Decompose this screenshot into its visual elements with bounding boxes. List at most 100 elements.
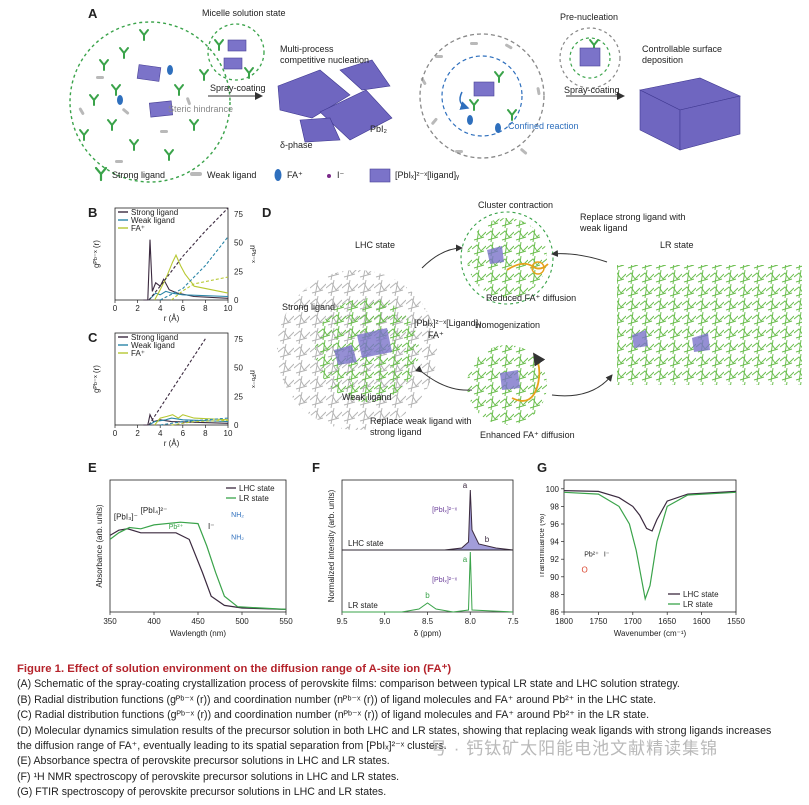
x-tick-label: 10: [224, 304, 233, 313]
ann-i: I⁻: [604, 552, 610, 559]
n-strong-line: [148, 338, 206, 426]
weak-ligands: [78, 42, 541, 163]
x-axis-label: Wavenumber (cm⁻¹): [614, 629, 687, 638]
rdf-fa-line: [154, 253, 229, 301]
rdf-strong-line: [143, 413, 229, 426]
panel-g-label: G: [537, 460, 548, 475]
ann-nh2: NH₂: [231, 534, 244, 541]
chart-e: 350 400 450 500 550 Wavlength (nm) Absorbance …: [95, 479, 293, 638]
lr-line: [563, 491, 737, 602]
micelle-zoom-circle: [207, 23, 265, 81]
chart-g: 1800 1750 1700 1650 1600 1550 86 88 90 92 94 96 98 10…: [540, 479, 745, 638]
legend-entry: LR state: [683, 600, 713, 609]
y-axis-label: Absorbance (arb. units): [95, 504, 104, 587]
x-tick-label: 8.0: [465, 617, 477, 626]
lr-cluster-1: [632, 330, 648, 348]
x-tick-label: 4: [158, 429, 163, 438]
legend-entry: Strong ligand: [131, 333, 178, 342]
panel-d-label: D: [262, 205, 272, 220]
caption-line: (C) Radial distribution functions (gᴾᵇ⁻ˣ…: [17, 709, 650, 722]
caption-line: (A) Schematic of the spray-coating cryst…: [17, 678, 680, 691]
lr-state-label: LR state: [660, 240, 694, 250]
y-tick-label: 100: [546, 485, 560, 494]
legend-strong-glyph: [94, 166, 108, 182]
prenuc-zoom-inner: [569, 37, 611, 79]
homogenization-label: Homogenization: [475, 320, 541, 330]
legend-entry: Weak ligand: [131, 216, 175, 225]
n-weak-line: [159, 236, 229, 301]
x-tick-label: 0: [113, 429, 118, 438]
x-tick-label: 7.5: [507, 617, 519, 626]
y2-tick-label: 75: [234, 335, 243, 344]
x-tick-label: 8: [203, 304, 208, 313]
figure-caption: Figure 1. Effect of solution environment…: [17, 662, 807, 801]
confined-label: Confined reaction: [508, 121, 579, 131]
delta-label: δ-phase: [280, 140, 313, 150]
prenuc-clusters: [473, 47, 601, 97]
arrow-homog-to-lr: [551, 374, 613, 397]
contraction-mesh: [467, 218, 547, 298]
n-fa-line: [171, 419, 229, 426]
y2-tick-label: 0: [234, 421, 239, 430]
x-tick-label: 550: [279, 617, 293, 626]
x-tick-label: 9.0: [379, 617, 391, 626]
chart-f: 9.5 9.0 8.5 8.0 7.5 δ (ppm) Normalized intensi…: [327, 479, 519, 638]
ann-o: O: [582, 565, 588, 574]
x-axis-label: r (Å): [164, 314, 180, 323]
watermark: 号 · 钙钛矿太阳能电池文献精读集锦: [430, 739, 719, 758]
x-tick-label: 9.5: [336, 617, 348, 626]
x-tick-label: 6: [181, 429, 186, 438]
y-tick-label: 90: [550, 573, 559, 582]
legend-cluster-glyph: [369, 168, 391, 183]
x-tick-label: 350: [103, 617, 117, 626]
y2-axis-label: nᴾᵇ⁻ˣ: [248, 370, 257, 388]
ann-pb: Pb²⁺: [584, 552, 599, 559]
deposition-crystal: [639, 77, 741, 151]
enhanced-fa-path: [511, 352, 546, 402]
x-axis-label: Wavlength (nm): [170, 629, 227, 638]
strong-ligands: [79, 29, 599, 161]
ann-i: I⁻: [208, 522, 214, 531]
y-axis-label: Transmittance (%): [540, 513, 546, 578]
x-tick-label: 8: [203, 429, 208, 438]
micelle-circle: [69, 21, 231, 183]
x-tick-label: 1600: [693, 617, 711, 626]
multiprocess-label: Multi-process competitive nucleation: [280, 44, 370, 65]
panel-a-schematic: [69, 21, 741, 183]
legend-entry: LHC state: [239, 484, 275, 493]
y-axis-label: Normalized intensity (arb. units): [327, 489, 336, 602]
ann-pbi4: [PbI₄]²⁻: [141, 506, 168, 515]
peak-a: a: [463, 481, 468, 490]
cluster-label: [PbIₓ]²⁻ˣ[Ligand]ᵧ: [414, 318, 482, 328]
enhanced-label: Enhanced FA⁺ diffusion: [480, 430, 575, 440]
panel-c-label: C: [88, 330, 98, 345]
strong-ligand-label: Strong ligand: [282, 302, 336, 312]
weak-ligand-label: Weak ligand: [342, 392, 392, 402]
legend-weak: Weak ligand: [207, 170, 257, 180]
replace-strong-label: Replace strong ligand with weak ligand: [580, 212, 686, 233]
prenuc-outer-circle: [419, 33, 545, 159]
x-tick-label: 1750: [590, 617, 608, 626]
pbi2-label: PbI₂: [370, 124, 388, 134]
y2-tick-label: 25: [234, 392, 243, 401]
rdf-weak-line: [148, 417, 229, 426]
contraction-circle: [460, 211, 554, 305]
lhc-cluster-2: [334, 345, 357, 365]
y2-tick-label: 75: [234, 210, 243, 219]
x-tick-label: 4: [158, 304, 163, 313]
x-axis-label: r (Å): [164, 439, 180, 448]
x-tick-label: 10: [224, 429, 233, 438]
replace-weak-label: Replace weak ligand with strong ligand: [370, 416, 472, 437]
panel-e-label: E: [88, 460, 97, 475]
lhc-line: [109, 528, 287, 610]
x-tick-label: 400: [147, 617, 161, 626]
caption-line: (D) Molecular dynamics simulation result…: [17, 724, 772, 737]
caption-line: (E) Absorbance spectra of perovskite pre…: [17, 755, 390, 768]
x-tick-label: 1800: [555, 617, 573, 626]
controllable-label: Controllable surface deposition: [642, 44, 723, 65]
y-tick-label: 94: [550, 538, 559, 547]
legend-weak-glyph: [190, 172, 202, 176]
y-axis-label: gᴾᵇ⁻ˣ (r): [92, 240, 101, 268]
caption-title: Figure 1. Effect of solution environment…: [17, 663, 452, 675]
reduced-fa-loop: [531, 261, 545, 275]
